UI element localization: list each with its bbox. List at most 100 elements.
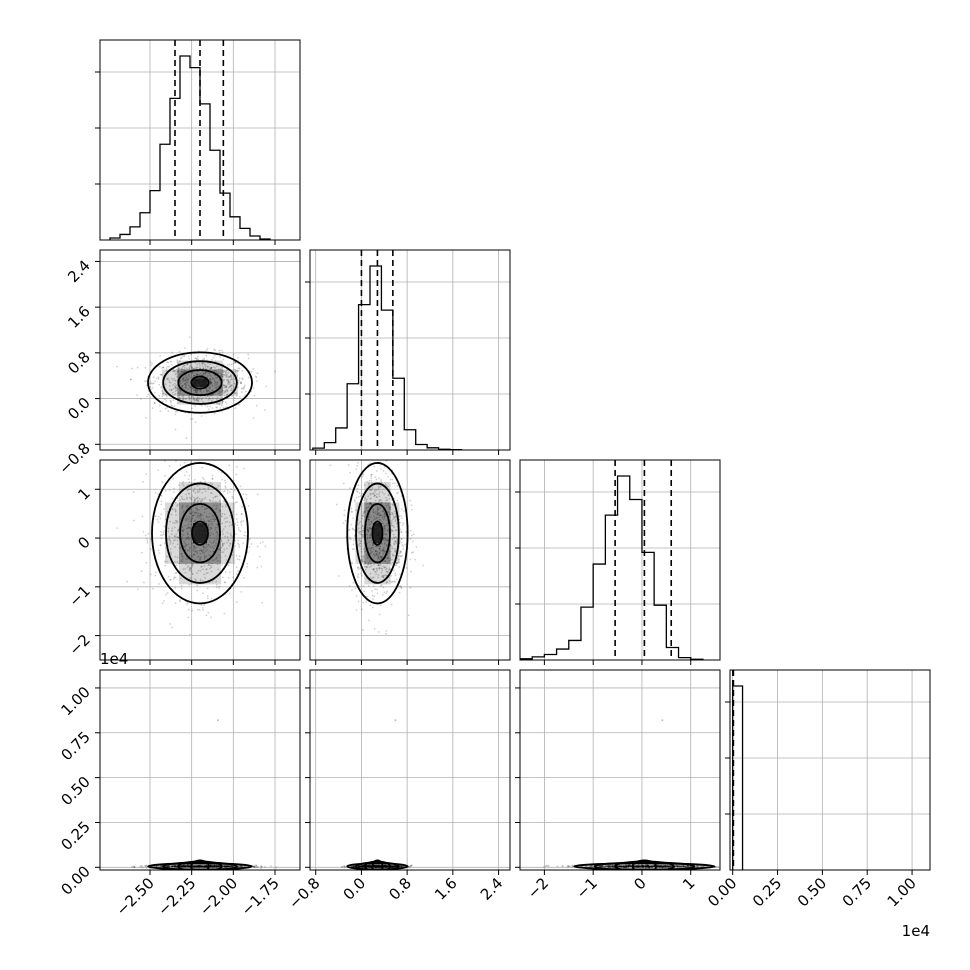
scatter-point bbox=[361, 475, 364, 478]
scatter-point bbox=[155, 571, 157, 574]
scatter-point bbox=[365, 865, 368, 868]
scatter-point bbox=[194, 519, 197, 522]
scatter-point bbox=[181, 553, 183, 555]
scatter-point bbox=[182, 377, 185, 380]
scatter-point bbox=[372, 511, 375, 513]
scatter-point bbox=[385, 865, 388, 868]
scatter-point bbox=[214, 864, 216, 867]
scatter-point bbox=[173, 865, 176, 868]
scatter-point bbox=[236, 501, 238, 503]
contour-line bbox=[191, 520, 209, 546]
scatter-point bbox=[367, 561, 370, 564]
scatter-point bbox=[210, 527, 213, 530]
scatter-point bbox=[238, 367, 241, 370]
scatter-point bbox=[206, 864, 208, 867]
scatter-point bbox=[164, 518, 167, 521]
scatter-point bbox=[226, 536, 229, 538]
scatter-point bbox=[158, 404, 161, 407]
scatter-point bbox=[180, 865, 182, 867]
scatter-point bbox=[369, 576, 372, 579]
scatter-point bbox=[188, 385, 191, 388]
scatter-point bbox=[187, 355, 190, 358]
scatter-point bbox=[217, 865, 220, 868]
contour-line bbox=[162, 861, 238, 870]
scatter-point bbox=[184, 364, 186, 367]
scatter-point bbox=[191, 387, 194, 390]
scatter-point bbox=[383, 865, 386, 868]
scatter-point bbox=[221, 543, 224, 546]
scatter-point bbox=[376, 864, 378, 867]
scatter-point bbox=[174, 501, 177, 504]
scatter-point bbox=[219, 406, 222, 409]
scatter-point bbox=[126, 580, 128, 583]
scatter-point bbox=[375, 478, 378, 481]
scatter-point bbox=[184, 518, 187, 521]
scatter-point bbox=[197, 391, 199, 393]
scatter-point bbox=[225, 865, 228, 868]
scatter-point bbox=[229, 375, 232, 377]
scatter-point bbox=[167, 865, 170, 868]
scatter-point bbox=[374, 866, 377, 869]
scatter-point bbox=[210, 865, 213, 868]
scatter-point bbox=[359, 865, 362, 868]
scatter-point bbox=[168, 864, 171, 867]
scatter-point bbox=[151, 382, 154, 385]
scatter-point bbox=[364, 565, 367, 568]
scatter-point bbox=[181, 865, 184, 868]
scatter-point bbox=[366, 865, 368, 867]
scatter-point bbox=[206, 866, 208, 868]
scatter-point bbox=[205, 864, 208, 867]
scatter-point bbox=[198, 489, 201, 491]
scatter-point bbox=[229, 533, 232, 535]
scatter-point bbox=[230, 387, 233, 390]
scatter-point bbox=[136, 588, 139, 591]
scatter-point bbox=[220, 547, 222, 550]
scatter-point bbox=[221, 375, 224, 378]
scatter-point bbox=[184, 386, 187, 389]
scatter-point bbox=[179, 357, 182, 360]
scatter-point bbox=[226, 865, 229, 868]
scatter-point bbox=[385, 865, 388, 867]
scatter-point bbox=[684, 866, 687, 868]
scatter-point bbox=[392, 866, 395, 869]
scatter-point bbox=[198, 490, 200, 493]
scatter-point bbox=[196, 363, 199, 366]
scatter-point bbox=[365, 864, 368, 867]
scatter-point bbox=[182, 865, 185, 868]
scatter-point bbox=[213, 864, 216, 867]
scatter-point bbox=[224, 389, 227, 392]
scatter-point bbox=[214, 381, 217, 383]
scatter-point bbox=[181, 385, 184, 387]
scatter-point bbox=[394, 865, 396, 868]
scatter-point bbox=[182, 480, 185, 483]
scatter-point bbox=[196, 584, 199, 587]
scatter-point bbox=[215, 531, 218, 534]
scatter-point bbox=[218, 865, 221, 868]
scatter-point bbox=[216, 383, 219, 386]
scatter-point bbox=[201, 476, 204, 479]
scatter-point bbox=[202, 546, 205, 549]
scatter-point bbox=[209, 526, 212, 529]
scatter-point bbox=[222, 392, 225, 394]
scatter-point bbox=[181, 864, 183, 867]
scatter-point bbox=[386, 519, 389, 522]
scatter-point bbox=[360, 865, 363, 867]
scatter-point bbox=[368, 865, 371, 868]
scatter-point bbox=[369, 865, 372, 868]
scatter-point bbox=[183, 377, 185, 380]
scatter-point bbox=[357, 484, 360, 487]
scatter-point bbox=[206, 387, 208, 390]
scatter-point bbox=[375, 496, 378, 498]
scatter-point bbox=[235, 533, 237, 536]
scatter-point bbox=[394, 866, 396, 869]
scatter-point bbox=[238, 403, 241, 406]
scatter-point bbox=[224, 865, 227, 868]
scatter-point bbox=[380, 575, 383, 578]
scatter-point bbox=[196, 399, 199, 402]
scatter-point bbox=[384, 865, 387, 868]
scatter-point bbox=[152, 376, 155, 379]
scatter-point bbox=[247, 353, 250, 356]
scatter-point bbox=[182, 864, 185, 866]
scatter-point bbox=[182, 864, 185, 867]
scatter-point bbox=[167, 865, 170, 868]
